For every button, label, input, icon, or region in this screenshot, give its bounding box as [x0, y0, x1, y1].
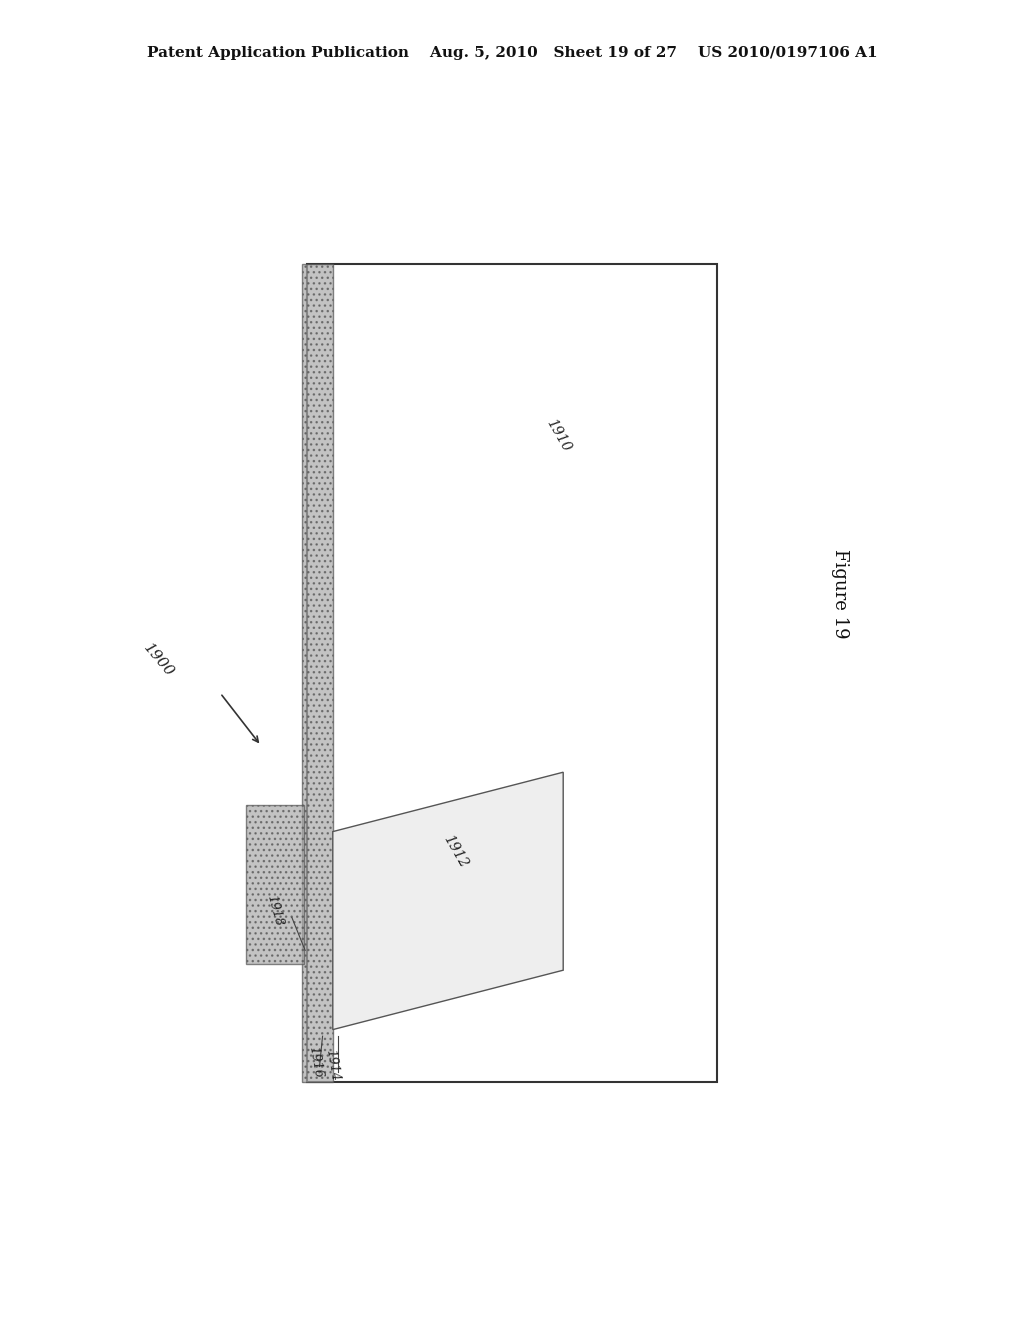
Text: 1918: 1918 — [264, 894, 285, 928]
Text: 1900: 1900 — [141, 640, 176, 680]
Polygon shape — [333, 772, 563, 1030]
Bar — [307, 264, 717, 1082]
Text: Figure 19: Figure 19 — [830, 549, 849, 639]
Text: 1912: 1912 — [440, 833, 471, 870]
Text: 1916: 1916 — [306, 1045, 325, 1080]
Text: Patent Application Publication    Aug. 5, 2010   Sheet 19 of 27    US 2010/01971: Patent Application Publication Aug. 5, 2… — [146, 46, 878, 59]
Text: 1910: 1910 — [543, 417, 573, 454]
Bar — [246, 805, 304, 964]
Bar — [302, 264, 333, 1082]
Text: 1914: 1914 — [324, 1048, 342, 1082]
